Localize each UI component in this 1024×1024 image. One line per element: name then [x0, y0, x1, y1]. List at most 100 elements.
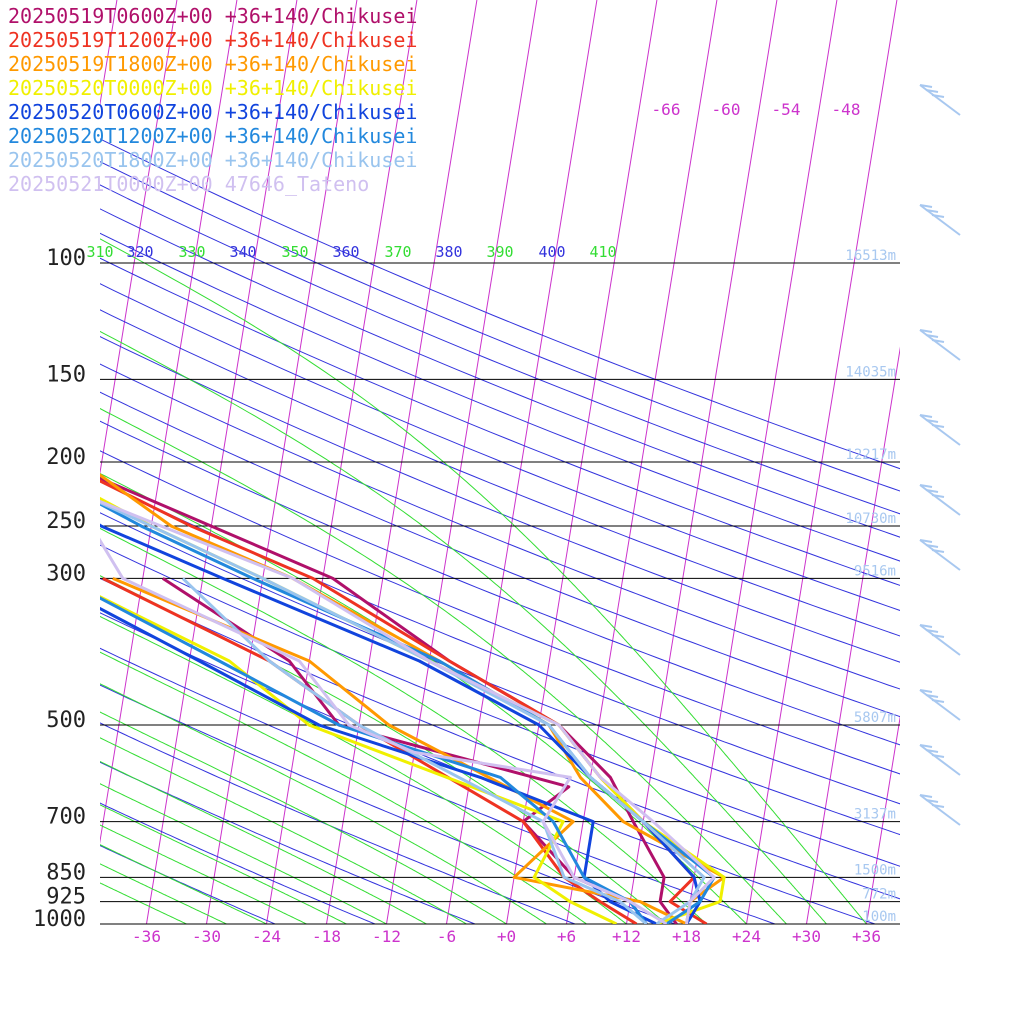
- series-3-dewpoint-line: [112, 577, 688, 924]
- series-5-temperature-line: [100, 523, 702, 924]
- isotherm-line: [927, 0, 1024, 924]
- wind-barb-flag: [931, 634, 945, 638]
- wind-barb-flag: [919, 484, 933, 488]
- temperature-tick-label: +6: [557, 927, 576, 946]
- height-label: 772m: [862, 887, 896, 903]
- isobar-grid: [100, 262, 900, 925]
- wind-barb-flag: [931, 424, 945, 428]
- moist-adiabat-line: [100, 737, 467, 924]
- wind-barb-flag: [931, 494, 945, 498]
- theta-label: 330: [178, 243, 205, 261]
- height-label: 3137m: [854, 807, 896, 823]
- wind-barb: [919, 329, 961, 361]
- wind-barb-flag: [919, 84, 933, 88]
- dry-adiabat-line: [100, 512, 900, 836]
- wind-barb: [919, 744, 961, 776]
- wind-barb: [919, 414, 961, 446]
- height-label: 10730m: [845, 511, 896, 527]
- height-label: 16513m: [845, 248, 896, 264]
- dry-adiabat-line: [100, 684, 676, 924]
- wind-barb-flag: [925, 629, 939, 633]
- wind-barb-flag: [925, 799, 939, 803]
- theta-label: 380: [435, 243, 462, 261]
- pressure-tick-label: 850: [46, 860, 86, 885]
- temperature-tick-label: +0: [497, 927, 516, 946]
- wind-barb-flag: [919, 414, 933, 418]
- wind-barb-flag: [919, 204, 933, 208]
- wind-barb-flag: [931, 339, 945, 343]
- height-label: 5807m: [854, 710, 896, 726]
- dry-adiabat-line: [100, 577, 900, 900]
- wind-barb-flag: [925, 694, 939, 698]
- pressure-tick-label: 500: [46, 708, 86, 733]
- isotherm-line: [987, 0, 1024, 924]
- sounding-traces: [100, 473, 726, 924]
- theta-label: 350: [281, 243, 308, 261]
- isotherm-label: -54: [772, 100, 801, 119]
- moist-adiabat-line: [100, 472, 747, 924]
- legend-item: 20250519T1800Z+00 +36+140/Chikusei: [8, 52, 418, 76]
- moist-adiabat-line: [100, 783, 387, 924]
- legend-item: 20250520T1800Z+00 +36+140/Chikusei: [8, 148, 418, 172]
- isotherm-label: -48: [832, 100, 861, 119]
- moist-adiabat-line: [100, 711, 507, 924]
- series-4-dewpoint-line: [100, 595, 618, 924]
- dry-adiabat-line: [100, 722, 576, 924]
- legend-item: 20250519T1200Z+00 +36+140/Chikusei: [8, 28, 418, 52]
- wind-barb: [919, 624, 961, 656]
- isotherm-line: [866, 715, 900, 924]
- wind-barb-flag: [925, 334, 939, 338]
- pressure-tick-label: 100: [46, 246, 86, 271]
- temperature-tick-label: +18: [672, 927, 701, 946]
- pressure-tick-label: 200: [46, 445, 86, 470]
- wind-barb-flag: [919, 329, 933, 333]
- theta-label: 310: [86, 243, 113, 261]
- dry-adiabat-line: [100, 480, 900, 805]
- wind-barb-flag: [919, 539, 933, 543]
- wind-barbs-column: [919, 84, 961, 826]
- wind-barb-flag: [925, 489, 939, 493]
- theta-label: 400: [538, 243, 565, 261]
- moist-adiabat-line: [100, 760, 427, 924]
- pressure-tick-label: 1000: [33, 907, 86, 932]
- wind-barb-flag: [919, 689, 933, 693]
- series-4-temperature-line: [100, 496, 726, 924]
- height-label: 100m: [862, 909, 896, 925]
- moist-adiabat-line: [100, 651, 587, 924]
- moist-adiabat-line: [100, 844, 267, 924]
- temperature-tick-label: +36: [852, 927, 881, 946]
- pressure-tick-label: 700: [46, 805, 86, 830]
- wind-barb: [919, 539, 961, 571]
- temperature-tick-label: +12: [612, 927, 641, 946]
- height-label: 12217m: [845, 447, 896, 463]
- wind-barb-flag: [925, 419, 939, 423]
- dry-adiabat-line: [100, 544, 900, 867]
- temperature-tick-label: -6: [437, 927, 456, 946]
- wind-barb-flag: [919, 744, 933, 748]
- theta-label: 390: [486, 243, 513, 261]
- isotherm-label: -60: [712, 100, 741, 119]
- pressure-tick-label: 150: [46, 362, 86, 387]
- legend-item: 20250519T0600Z+00 +36+140/Chikusei: [8, 4, 418, 28]
- wind-barb: [919, 794, 961, 826]
- wind-barb-flag: [925, 209, 939, 213]
- pressure-tick-label: 250: [46, 509, 86, 534]
- series-7-temperature-line: [100, 500, 706, 924]
- theta-label: 320: [126, 243, 153, 261]
- wind-barb-flag: [931, 214, 945, 218]
- temperature-tick-label: -36: [132, 927, 161, 946]
- temperature-tick-label: -24: [252, 927, 281, 946]
- series-6-temperature-line: [100, 502, 716, 924]
- series-8-temperature-line: [100, 499, 716, 924]
- series-8-dewpoint-line: [100, 537, 668, 924]
- wind-barb-flag: [931, 549, 945, 553]
- dry-adiabat-line: [100, 802, 376, 924]
- legend-item: 20250520T0000Z+00 +36+140/Chikusei: [8, 76, 418, 100]
- wind-barb-flag: [919, 624, 933, 628]
- series-3-temperature-line: [100, 473, 726, 924]
- temperature-tick-label: -12: [372, 927, 401, 946]
- wind-barb-flag: [931, 699, 945, 703]
- legend: 20250519T0600Z+00 +36+140/Chikusei 202505…: [8, 4, 417, 196]
